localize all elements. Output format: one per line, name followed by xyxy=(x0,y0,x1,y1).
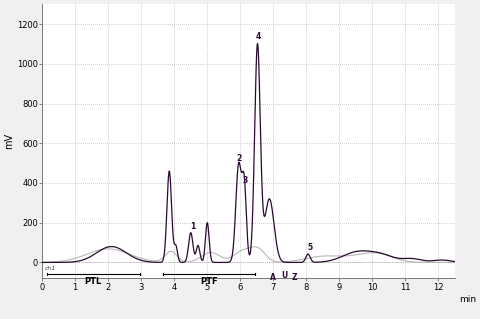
Text: ch1: ch1 xyxy=(45,266,56,271)
Text: PTL: PTL xyxy=(84,277,102,286)
Text: min: min xyxy=(459,295,476,304)
Text: 5: 5 xyxy=(307,243,312,252)
Text: U: U xyxy=(281,271,287,280)
Y-axis label: mV: mV xyxy=(4,133,14,149)
Text: 3: 3 xyxy=(242,176,248,185)
Text: 1: 1 xyxy=(190,222,195,231)
Text: 2: 2 xyxy=(236,154,241,163)
Text: PTF: PTF xyxy=(200,277,218,286)
Text: A: A xyxy=(270,273,276,282)
Text: Z: Z xyxy=(292,273,298,282)
Text: 4: 4 xyxy=(256,32,261,41)
